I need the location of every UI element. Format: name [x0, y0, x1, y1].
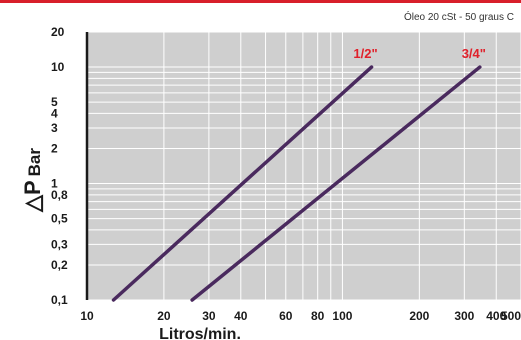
- top-accent-rule: [0, 0, 521, 3]
- plot-area: [87, 32, 521, 300]
- x-tick-20: 20: [157, 309, 171, 323]
- series-labels: 1/2" 3/4": [353, 46, 486, 61]
- x-tick-60: 60: [279, 309, 293, 323]
- y-tick-0-3: 0,3: [51, 237, 68, 251]
- series-label-2: 3/4": [462, 46, 486, 61]
- delta-p-symbol: △P: [20, 180, 45, 213]
- y-tick-0-1: 0,1: [51, 293, 68, 307]
- x-tick-100: 100: [332, 309, 352, 323]
- x-axis-title: Litros/min.: [159, 326, 241, 340]
- y-tick-10: 10: [51, 60, 65, 74]
- y-tick-3: 3: [51, 121, 58, 135]
- x-tick-300: 300: [454, 309, 474, 323]
- chart-note: Óleo 20 cSt - 50 graus C: [404, 10, 514, 23]
- y-tick-0-5: 0,5: [51, 212, 68, 226]
- y-tick-1: 1: [51, 177, 58, 191]
- series-label-1: 1/2": [353, 46, 377, 61]
- y-tick-5: 5: [51, 95, 58, 109]
- y-tick-4: 4: [51, 106, 58, 120]
- x-tick-80: 80: [311, 309, 325, 323]
- x-tick-10: 10: [80, 309, 94, 323]
- series-line-1: [111, 65, 374, 302]
- y-tick-0-8: 0,8: [51, 188, 68, 202]
- x-tick-40: 40: [234, 309, 248, 323]
- x-tick-30: 30: [202, 309, 216, 323]
- x-tick-500: 500: [501, 309, 521, 323]
- series-line-2: [190, 65, 482, 302]
- y-tick-0-2: 0,2: [51, 258, 68, 272]
- y-tick-2: 2: [51, 141, 58, 155]
- y-tick-20: 20: [51, 25, 65, 39]
- x-tick-400: 400: [486, 309, 506, 323]
- y-axis-title: △P Bar: [20, 148, 45, 213]
- x-tick-200: 200: [409, 309, 429, 323]
- series-lines: [111, 65, 482, 302]
- y-axis-unit: Bar: [25, 148, 44, 177]
- y-tick-labels: 0,1 0,2 0,3 0,5 0,81 2 345 10 20: [51, 25, 68, 307]
